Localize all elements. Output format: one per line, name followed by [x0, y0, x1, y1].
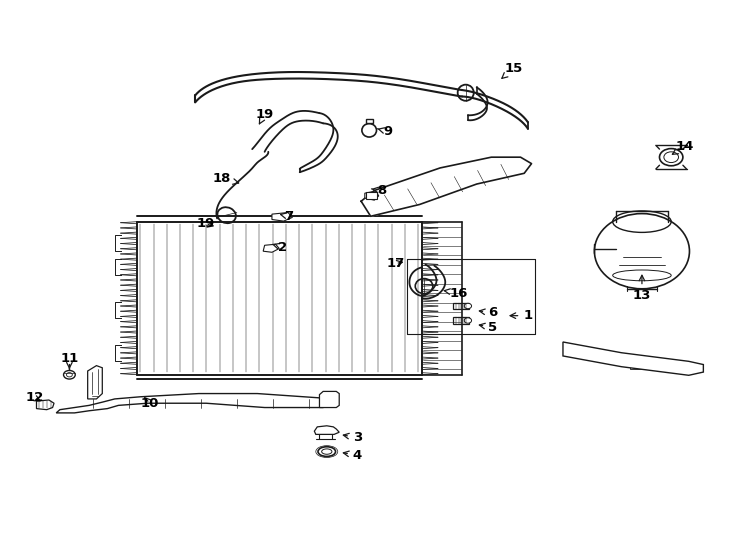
- Text: 19: 19: [255, 107, 274, 124]
- Polygon shape: [563, 342, 703, 375]
- Circle shape: [464, 303, 471, 309]
- Polygon shape: [319, 392, 339, 408]
- Polygon shape: [365, 191, 379, 200]
- Polygon shape: [264, 244, 279, 252]
- Polygon shape: [272, 213, 292, 221]
- Polygon shape: [361, 157, 531, 217]
- Bar: [631, 363, 656, 369]
- Text: 3: 3: [344, 431, 362, 444]
- Text: 6: 6: [479, 307, 498, 320]
- Text: 10: 10: [141, 397, 159, 410]
- Bar: [137, 221, 422, 375]
- Bar: [366, 192, 377, 199]
- Circle shape: [464, 318, 471, 323]
- Polygon shape: [314, 426, 339, 434]
- Polygon shape: [57, 394, 327, 413]
- Bar: [454, 318, 469, 323]
- Text: 19: 19: [196, 217, 214, 230]
- Text: 2: 2: [273, 241, 288, 254]
- Text: 16: 16: [444, 287, 468, 300]
- Text: 15: 15: [502, 62, 523, 78]
- Text: 1: 1: [510, 309, 532, 322]
- Text: 4: 4: [344, 449, 362, 462]
- Text: 11: 11: [60, 352, 79, 368]
- Text: 14: 14: [672, 140, 694, 154]
- Polygon shape: [37, 400, 54, 410]
- Polygon shape: [87, 366, 102, 399]
- Text: 12: 12: [25, 392, 43, 404]
- Text: 9: 9: [377, 125, 392, 138]
- Text: 17: 17: [386, 257, 404, 270]
- Text: 18: 18: [213, 172, 239, 185]
- Text: 5: 5: [479, 321, 498, 334]
- Text: 7: 7: [280, 210, 294, 223]
- Bar: [454, 303, 469, 309]
- Text: 8: 8: [371, 184, 386, 197]
- Bar: [366, 119, 373, 123]
- Bar: [137, 221, 422, 370]
- Text: 13: 13: [633, 275, 651, 302]
